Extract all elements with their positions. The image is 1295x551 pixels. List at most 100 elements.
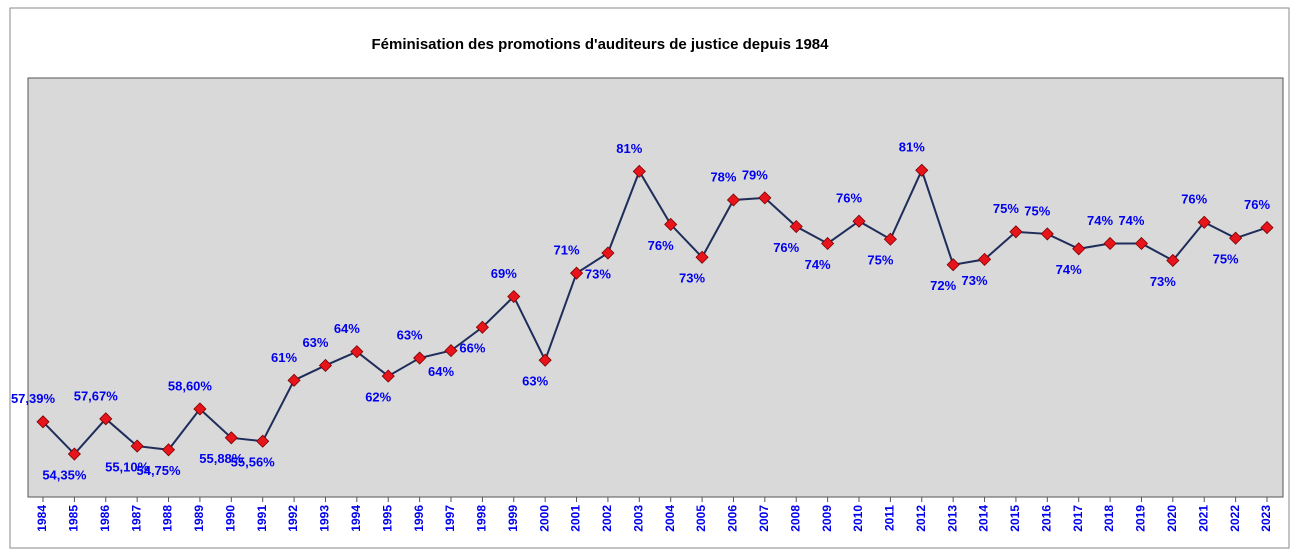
marker: [161, 443, 176, 457]
marker: [130, 439, 144, 453]
marker: [601, 246, 615, 260]
marker: [350, 345, 364, 359]
marker: [632, 164, 646, 178]
data-label: 75%: [867, 253, 893, 268]
x-tick-label: 1988: [161, 505, 175, 532]
marker: [1072, 242, 1086, 256]
x-tick-label: 2017: [1071, 505, 1085, 532]
data-label: 54,35%: [42, 467, 87, 482]
marker: [569, 266, 584, 280]
data-label: 79%: [742, 167, 768, 182]
data-label: 62%: [365, 390, 391, 405]
marker: [664, 217, 678, 231]
x-tick-label: 2009: [820, 505, 834, 532]
marker: [1103, 236, 1117, 251]
x-tick-label: 2003: [631, 505, 645, 532]
data-label: 57,67%: [74, 388, 119, 403]
x-tick-label: 1986: [98, 505, 112, 532]
data-label: 73%: [1150, 274, 1176, 289]
x-tick-label: 1984: [35, 505, 49, 532]
marker: [475, 320, 489, 334]
data-label: 74%: [805, 257, 831, 272]
data-label: 73%: [585, 266, 611, 281]
data-label: 73%: [679, 271, 705, 286]
data-label: 76%: [1181, 192, 1207, 207]
marker: [726, 193, 741, 207]
marker: [915, 163, 929, 177]
marker: [1134, 236, 1149, 251]
marker: [99, 412, 113, 426]
x-tick-label: 1989: [192, 505, 206, 532]
data-label: 72%: [930, 278, 956, 293]
x-tick-label: 1997: [443, 505, 457, 532]
marker: [946, 258, 960, 272]
x-tick-label: 1985: [67, 505, 81, 532]
x-tick-label: 2014: [977, 505, 991, 532]
data-label: 75%: [1213, 252, 1239, 267]
data-label: 71%: [554, 243, 580, 258]
data-label: 58,60%: [168, 378, 213, 393]
marker: [256, 434, 270, 448]
plot-area: [27, 77, 1284, 498]
marker: [193, 402, 207, 416]
x-tick-label: 1987: [129, 505, 143, 532]
marker: [36, 415, 50, 429]
data-label: 55,56%: [231, 455, 276, 470]
marker: [758, 191, 772, 205]
marker: [318, 358, 333, 373]
data-label: 64%: [334, 321, 360, 336]
x-tick-label: 1993: [318, 505, 332, 532]
marker: [852, 214, 866, 228]
marker: [413, 351, 427, 365]
x-tick-label: 2006: [726, 505, 740, 532]
marker: [538, 353, 552, 367]
x-tick-label: 2019: [1134, 505, 1148, 532]
data-label: 75%: [993, 201, 1019, 216]
marker: [224, 431, 238, 445]
marker: [1040, 227, 1054, 241]
x-tick-label: 1992: [286, 505, 300, 532]
marker: [1166, 253, 1180, 268]
x-tick-label: 2001: [569, 505, 583, 532]
marker: [507, 289, 521, 304]
marker: [381, 369, 395, 383]
x-tick-label: 2018: [1102, 505, 1116, 532]
marker: [695, 250, 709, 264]
data-label: 57,39%: [11, 391, 56, 406]
x-tick-label: 1995: [380, 505, 394, 532]
data-label: 55,88%: [199, 451, 244, 466]
line: [42, 167, 1268, 456]
x-tick-label: 2022: [1228, 505, 1242, 532]
x-tick-label: 2010: [851, 505, 865, 532]
data-label: 69%: [491, 266, 517, 281]
x-tick-label: 2000: [537, 505, 551, 532]
marker: [1260, 221, 1274, 235]
x-tick-label: 2002: [600, 505, 614, 532]
x-tick-label: 1990: [223, 505, 237, 532]
data-label: 74%: [1056, 262, 1082, 277]
chart-title: Féminisation des promotions d'auditeurs …: [371, 36, 829, 53]
data-label: 76%: [836, 191, 862, 206]
marker: [444, 344, 458, 358]
x-tick-label: 2008: [788, 505, 802, 532]
marker: [821, 236, 835, 251]
marker: [977, 252, 992, 266]
x-tick-label: 1999: [506, 505, 520, 532]
data-label: 55,10%: [105, 460, 150, 475]
marker: [789, 219, 803, 234]
x-tick-label: 2011: [883, 505, 897, 531]
x-tick-label: 2005: [694, 505, 708, 532]
data-label: 66%: [459, 341, 485, 356]
x-tick-label: 2023: [1259, 505, 1273, 532]
data-label: 63%: [302, 335, 328, 350]
x-tick-label: 1991: [255, 505, 269, 532]
data-label: 74%: [1087, 213, 1113, 228]
data-label: 76%: [1244, 197, 1270, 212]
x-tick-label: 2007: [757, 505, 771, 532]
data-label: 63%: [522, 374, 548, 389]
marker: [1197, 215, 1211, 229]
x-tick-label: 2004: [663, 505, 677, 532]
data-label: 74%: [1118, 213, 1144, 228]
data-label: 73%: [962, 273, 988, 288]
marker: [287, 373, 301, 387]
